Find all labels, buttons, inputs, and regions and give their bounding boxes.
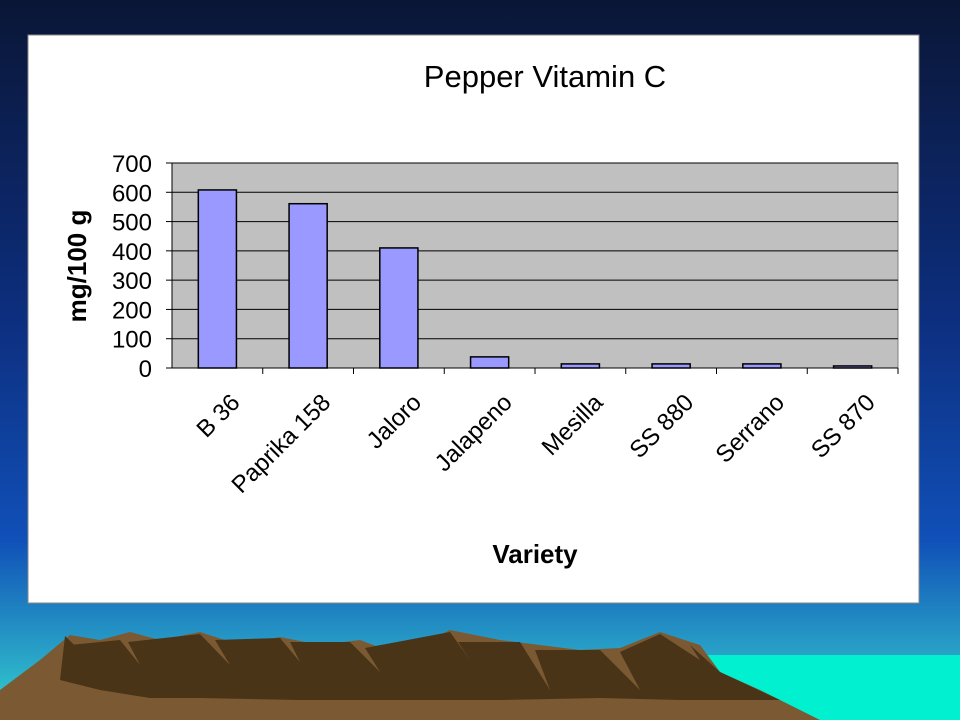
bar [832,365,873,369]
bar [379,247,419,369]
y-tick-label: 0 [139,356,152,383]
y-tick-label: 400 [112,239,152,266]
y-tick-label: 200 [112,297,152,324]
bar [651,363,691,369]
x-axis-label: Variety [492,539,578,569]
bar [560,363,601,369]
mountain-shadow [60,632,780,700]
chart-title: Pepper Vitamin C [424,59,666,94]
bar [288,202,328,369]
y-tick-label: 100 [112,327,152,354]
y-tick-label: 600 [112,180,152,207]
bar [197,189,238,369]
y-tick-label: 700 [112,151,152,178]
y-tick-label: 300 [112,268,152,295]
bar [469,356,510,369]
plot-area [171,162,899,369]
y-tick-label: 500 [112,210,152,237]
y-axis-label: mg/100 g [62,210,92,323]
bar [742,363,782,369]
